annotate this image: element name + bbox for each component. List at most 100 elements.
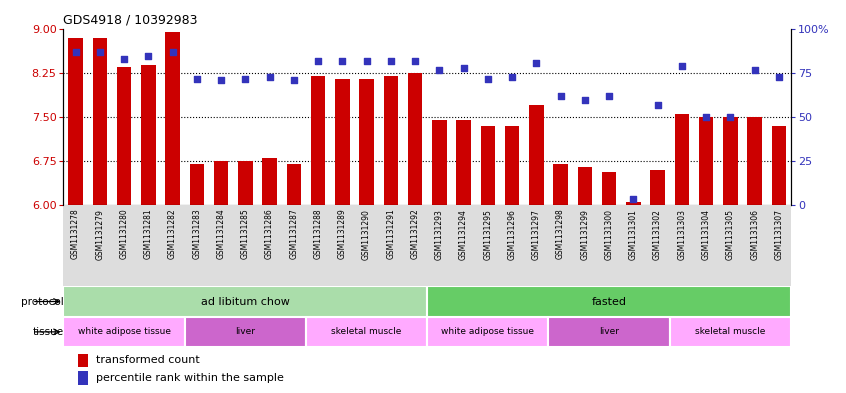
Point xyxy=(505,73,519,80)
Text: GSM1131284: GSM1131284 xyxy=(217,209,226,259)
Bar xyxy=(505,126,519,205)
Text: skeletal muscle: skeletal muscle xyxy=(695,327,766,336)
Point xyxy=(457,65,470,71)
Point xyxy=(287,77,300,83)
Text: GSM1131283: GSM1131283 xyxy=(192,209,201,259)
Point xyxy=(772,73,786,80)
Bar xyxy=(141,64,156,205)
Bar xyxy=(548,317,670,347)
Point xyxy=(118,56,131,62)
Bar xyxy=(165,32,180,205)
Bar xyxy=(578,167,592,205)
Point xyxy=(675,63,689,70)
Text: GSM1131306: GSM1131306 xyxy=(750,209,759,260)
Text: GSM1131289: GSM1131289 xyxy=(338,209,347,259)
Bar xyxy=(602,173,617,205)
Bar xyxy=(78,354,88,367)
Text: GSM1131287: GSM1131287 xyxy=(289,209,299,259)
Text: GSM1131296: GSM1131296 xyxy=(508,209,517,259)
Point xyxy=(578,96,591,103)
Bar xyxy=(427,286,791,317)
Bar xyxy=(360,79,374,205)
Point xyxy=(554,93,568,99)
Text: skeletal muscle: skeletal muscle xyxy=(332,327,402,336)
Text: white adipose tissue: white adipose tissue xyxy=(78,327,171,336)
Text: GDS4918 / 10392983: GDS4918 / 10392983 xyxy=(63,14,198,27)
Point xyxy=(93,49,107,55)
Point xyxy=(432,66,446,73)
Point xyxy=(409,58,422,64)
Bar xyxy=(699,117,713,205)
Text: GSM1131303: GSM1131303 xyxy=(678,209,686,260)
Point xyxy=(723,114,737,120)
Point xyxy=(190,75,204,82)
Text: GSM1131282: GSM1131282 xyxy=(168,209,177,259)
Text: protocol: protocol xyxy=(21,296,63,307)
Bar xyxy=(456,120,471,205)
Bar xyxy=(553,164,568,205)
Bar xyxy=(481,126,495,205)
Bar xyxy=(723,117,738,205)
Text: GSM1131290: GSM1131290 xyxy=(362,209,371,259)
Text: GSM1131285: GSM1131285 xyxy=(241,209,250,259)
Text: GSM1131305: GSM1131305 xyxy=(726,209,735,260)
Bar xyxy=(78,371,88,385)
Bar xyxy=(432,120,447,205)
Text: GSM1131280: GSM1131280 xyxy=(119,209,129,259)
Point xyxy=(700,114,713,120)
Bar xyxy=(262,158,277,205)
Point xyxy=(481,75,495,82)
Bar xyxy=(772,126,786,205)
Point xyxy=(384,58,398,64)
Text: GSM1131298: GSM1131298 xyxy=(556,209,565,259)
Bar xyxy=(184,317,306,347)
Point xyxy=(166,49,179,55)
Text: GSM1131293: GSM1131293 xyxy=(435,209,444,259)
Bar xyxy=(63,317,184,347)
Bar xyxy=(69,38,83,205)
Bar xyxy=(408,73,422,205)
Point xyxy=(651,102,664,108)
Bar xyxy=(747,117,762,205)
Text: GSM1131278: GSM1131278 xyxy=(71,209,80,259)
Bar xyxy=(651,169,665,205)
Bar xyxy=(306,317,427,347)
Point xyxy=(311,58,325,64)
Text: GSM1131281: GSM1131281 xyxy=(144,209,153,259)
Text: GSM1131300: GSM1131300 xyxy=(605,209,613,260)
Text: GSM1131301: GSM1131301 xyxy=(629,209,638,259)
Bar xyxy=(529,105,544,205)
Text: liver: liver xyxy=(235,327,255,336)
Text: GSM1131291: GSM1131291 xyxy=(387,209,395,259)
Text: GSM1131279: GSM1131279 xyxy=(96,209,104,259)
Text: GSM1131302: GSM1131302 xyxy=(653,209,662,259)
Bar xyxy=(214,161,228,205)
Bar xyxy=(335,79,349,205)
Text: GSM1131294: GSM1131294 xyxy=(459,209,468,259)
Point xyxy=(530,60,543,66)
Point xyxy=(627,196,640,202)
Text: GSM1131288: GSM1131288 xyxy=(314,209,322,259)
Bar xyxy=(117,68,131,205)
Bar xyxy=(674,114,689,205)
Bar xyxy=(92,38,107,205)
Point xyxy=(263,73,277,80)
Bar xyxy=(670,317,791,347)
Bar xyxy=(427,317,548,347)
Text: transformed count: transformed count xyxy=(96,356,200,365)
Point xyxy=(141,53,155,59)
Point xyxy=(214,77,228,83)
Text: GSM1131299: GSM1131299 xyxy=(580,209,590,259)
Text: white adipose tissue: white adipose tissue xyxy=(442,327,535,336)
Text: fasted: fasted xyxy=(591,296,627,307)
Bar xyxy=(626,202,640,205)
Point xyxy=(69,49,82,55)
Bar xyxy=(63,286,427,317)
Text: liver: liver xyxy=(599,327,619,336)
Point xyxy=(239,75,252,82)
Text: GSM1131286: GSM1131286 xyxy=(265,209,274,259)
Text: GSM1131295: GSM1131295 xyxy=(483,209,492,259)
Bar xyxy=(190,164,204,205)
Point xyxy=(748,66,761,73)
Bar xyxy=(287,164,301,205)
